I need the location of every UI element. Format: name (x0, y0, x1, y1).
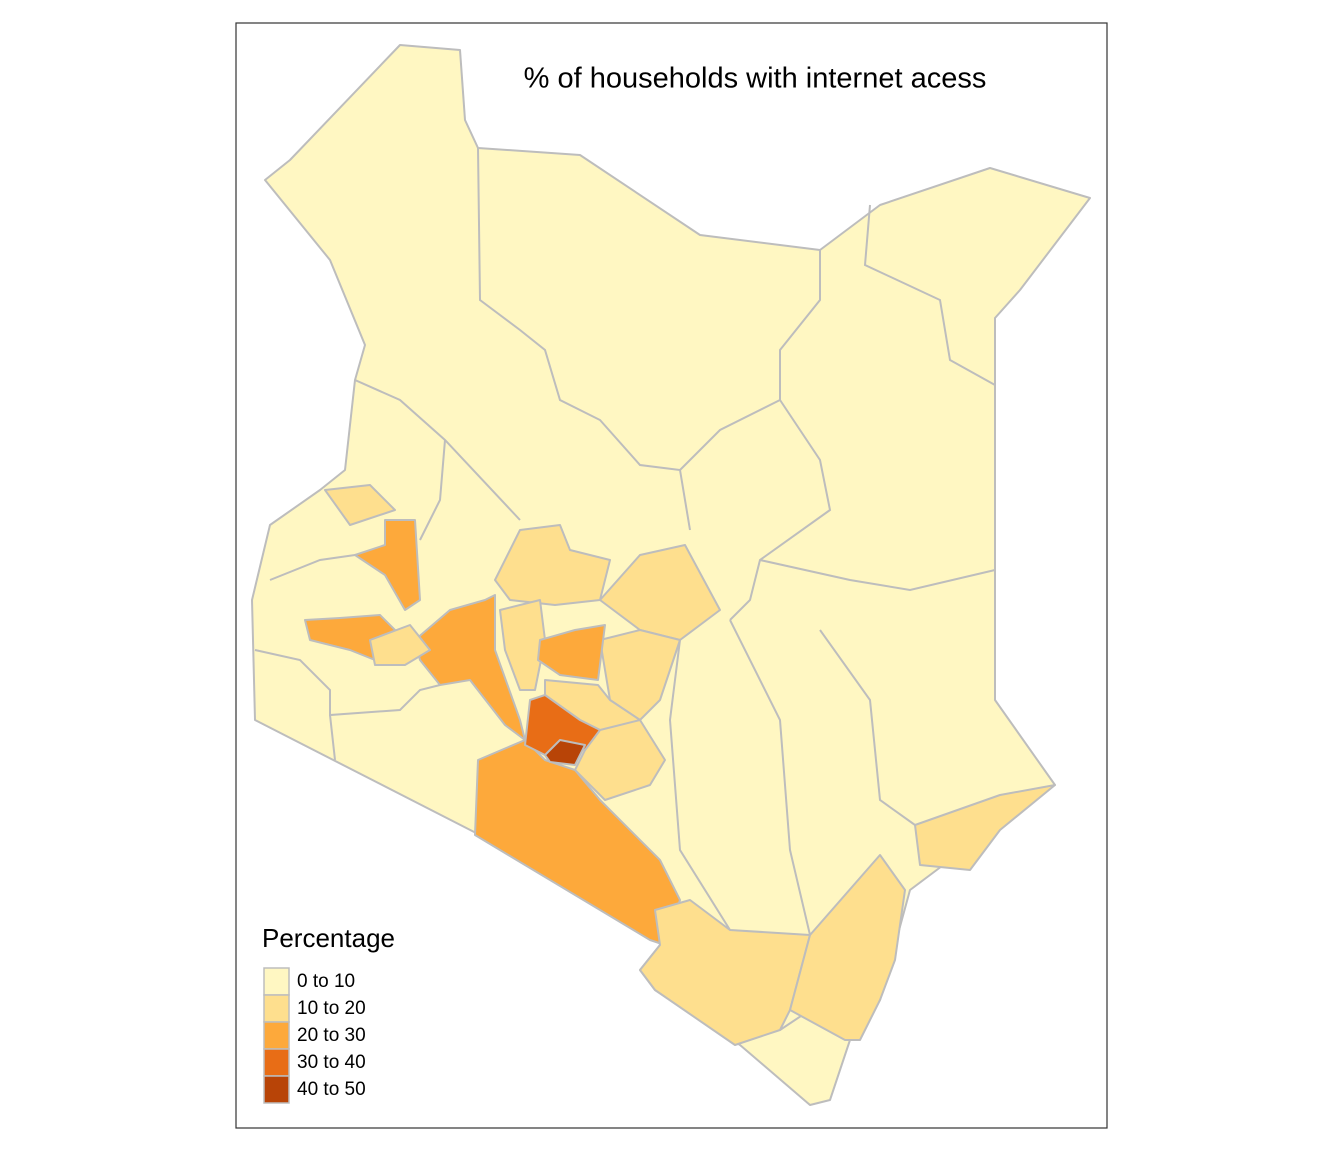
county (914, 784, 1056, 871)
legend-label: 30 to 40 (297, 1052, 366, 1073)
legend-swatch (263, 1021, 290, 1050)
county (474, 739, 681, 946)
county-border (729, 619, 811, 936)
legend-label: 20 to 30 (297, 1025, 366, 1046)
county-border (477, 147, 691, 531)
legend-title: Percentage (262, 923, 395, 953)
legend-label: 0 to 10 (297, 971, 355, 992)
map-title: % of households with internet acess (524, 63, 987, 95)
county (414, 594, 526, 741)
legend: 0 to 10 10 to 20 20 to 30 30 to 40 40 to 50 (263, 967, 366, 1104)
legend-label: 10 to 20 (297, 998, 366, 1019)
county-border (819, 629, 916, 826)
county-border (329, 714, 336, 761)
county-border (419, 439, 446, 541)
county (544, 739, 586, 766)
county (499, 599, 546, 691)
county-border (679, 399, 781, 471)
county (639, 899, 811, 1046)
county-border (729, 250, 832, 621)
county-border (269, 554, 356, 581)
legend-swatch (263, 994, 290, 1023)
legend-swatch (263, 967, 290, 996)
county (354, 519, 421, 611)
legend-label: 40 to 50 (297, 1079, 366, 1100)
county-border (668, 639, 731, 931)
county (524, 694, 601, 756)
legend-swatch (263, 1048, 290, 1077)
county (537, 624, 606, 681)
county-border (759, 559, 996, 592)
county (494, 524, 611, 606)
county-border (863, 204, 996, 386)
county-layer (251, 44, 1091, 1106)
legend-swatch (263, 1075, 290, 1104)
county (789, 854, 906, 1041)
county (369, 624, 431, 666)
county (324, 484, 396, 526)
county-border (354, 379, 521, 521)
county (574, 719, 666, 801)
